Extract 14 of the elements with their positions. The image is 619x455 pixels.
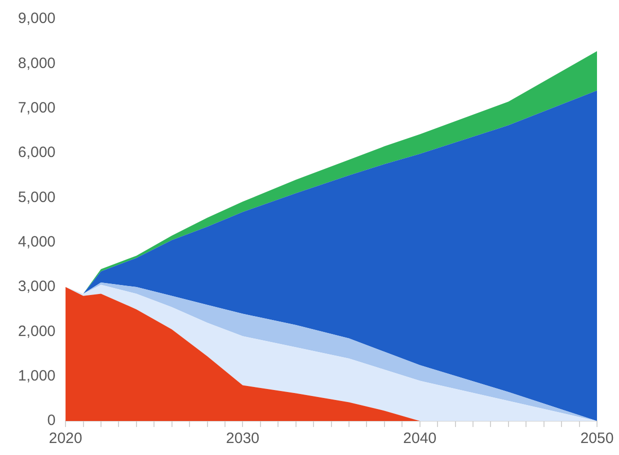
y-tick-label: 4,000 [18,233,56,250]
y-tick-label: 7,000 [18,99,56,116]
y-tick-label: 2,000 [18,322,56,340]
y-tick-label: 3,000 [18,278,56,296]
x-tick-label: 2050 [580,430,614,448]
y-tick-label: 9,000 [18,10,56,28]
x-tick-label: 2020 [48,430,82,448]
y-tick-label: 1,000 [18,367,56,384]
y-tick-label: 0 [47,412,56,430]
x-tick-label: 2030 [226,430,260,448]
x-tick-label: 2040 [403,430,437,448]
y-tick-label: 5,000 [18,188,56,206]
y-tick-label: 8,000 [18,54,56,72]
y-tick-label: 6,000 [18,144,56,162]
